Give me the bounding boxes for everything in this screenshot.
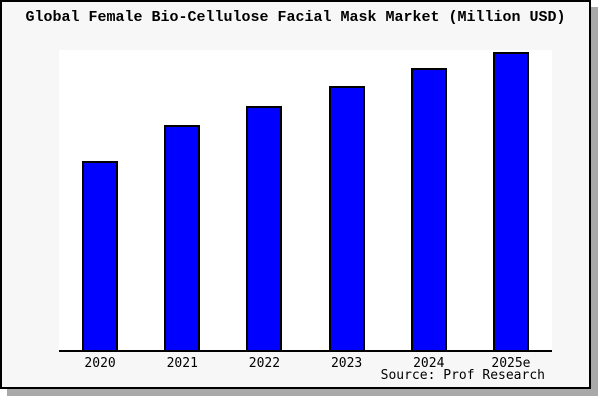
x-tick-label-2020: 2020 — [84, 356, 116, 371]
x-tick-label-2025e: 2025e — [491, 356, 531, 371]
bars-container — [59, 50, 552, 350]
x-tick-label-2022: 2022 — [248, 356, 281, 371]
chart-title: Global Female Bio-Cellulose Facial Mask … — [25, 9, 566, 26]
bar-2021 — [164, 125, 201, 350]
bar-2022 — [246, 106, 283, 350]
x-tick-label-2024: 2024 — [413, 356, 445, 371]
chart-frame: Global Female Bio-Cellulose Facial Mask … — [0, 0, 591, 389]
plot-area — [59, 50, 552, 352]
x-tick-label-2023: 2023 — [330, 356, 363, 371]
x-axis-labels: 2020 2021 2022 2023 2024 2025e — [59, 356, 552, 371]
bar-2020 — [82, 161, 119, 350]
bar-2023 — [328, 86, 365, 350]
source-note: Source: Prof Research — [380, 368, 545, 383]
bar-2024 — [410, 68, 447, 350]
x-tick-label-2021: 2021 — [166, 356, 198, 371]
bar-2025e — [492, 52, 529, 350]
